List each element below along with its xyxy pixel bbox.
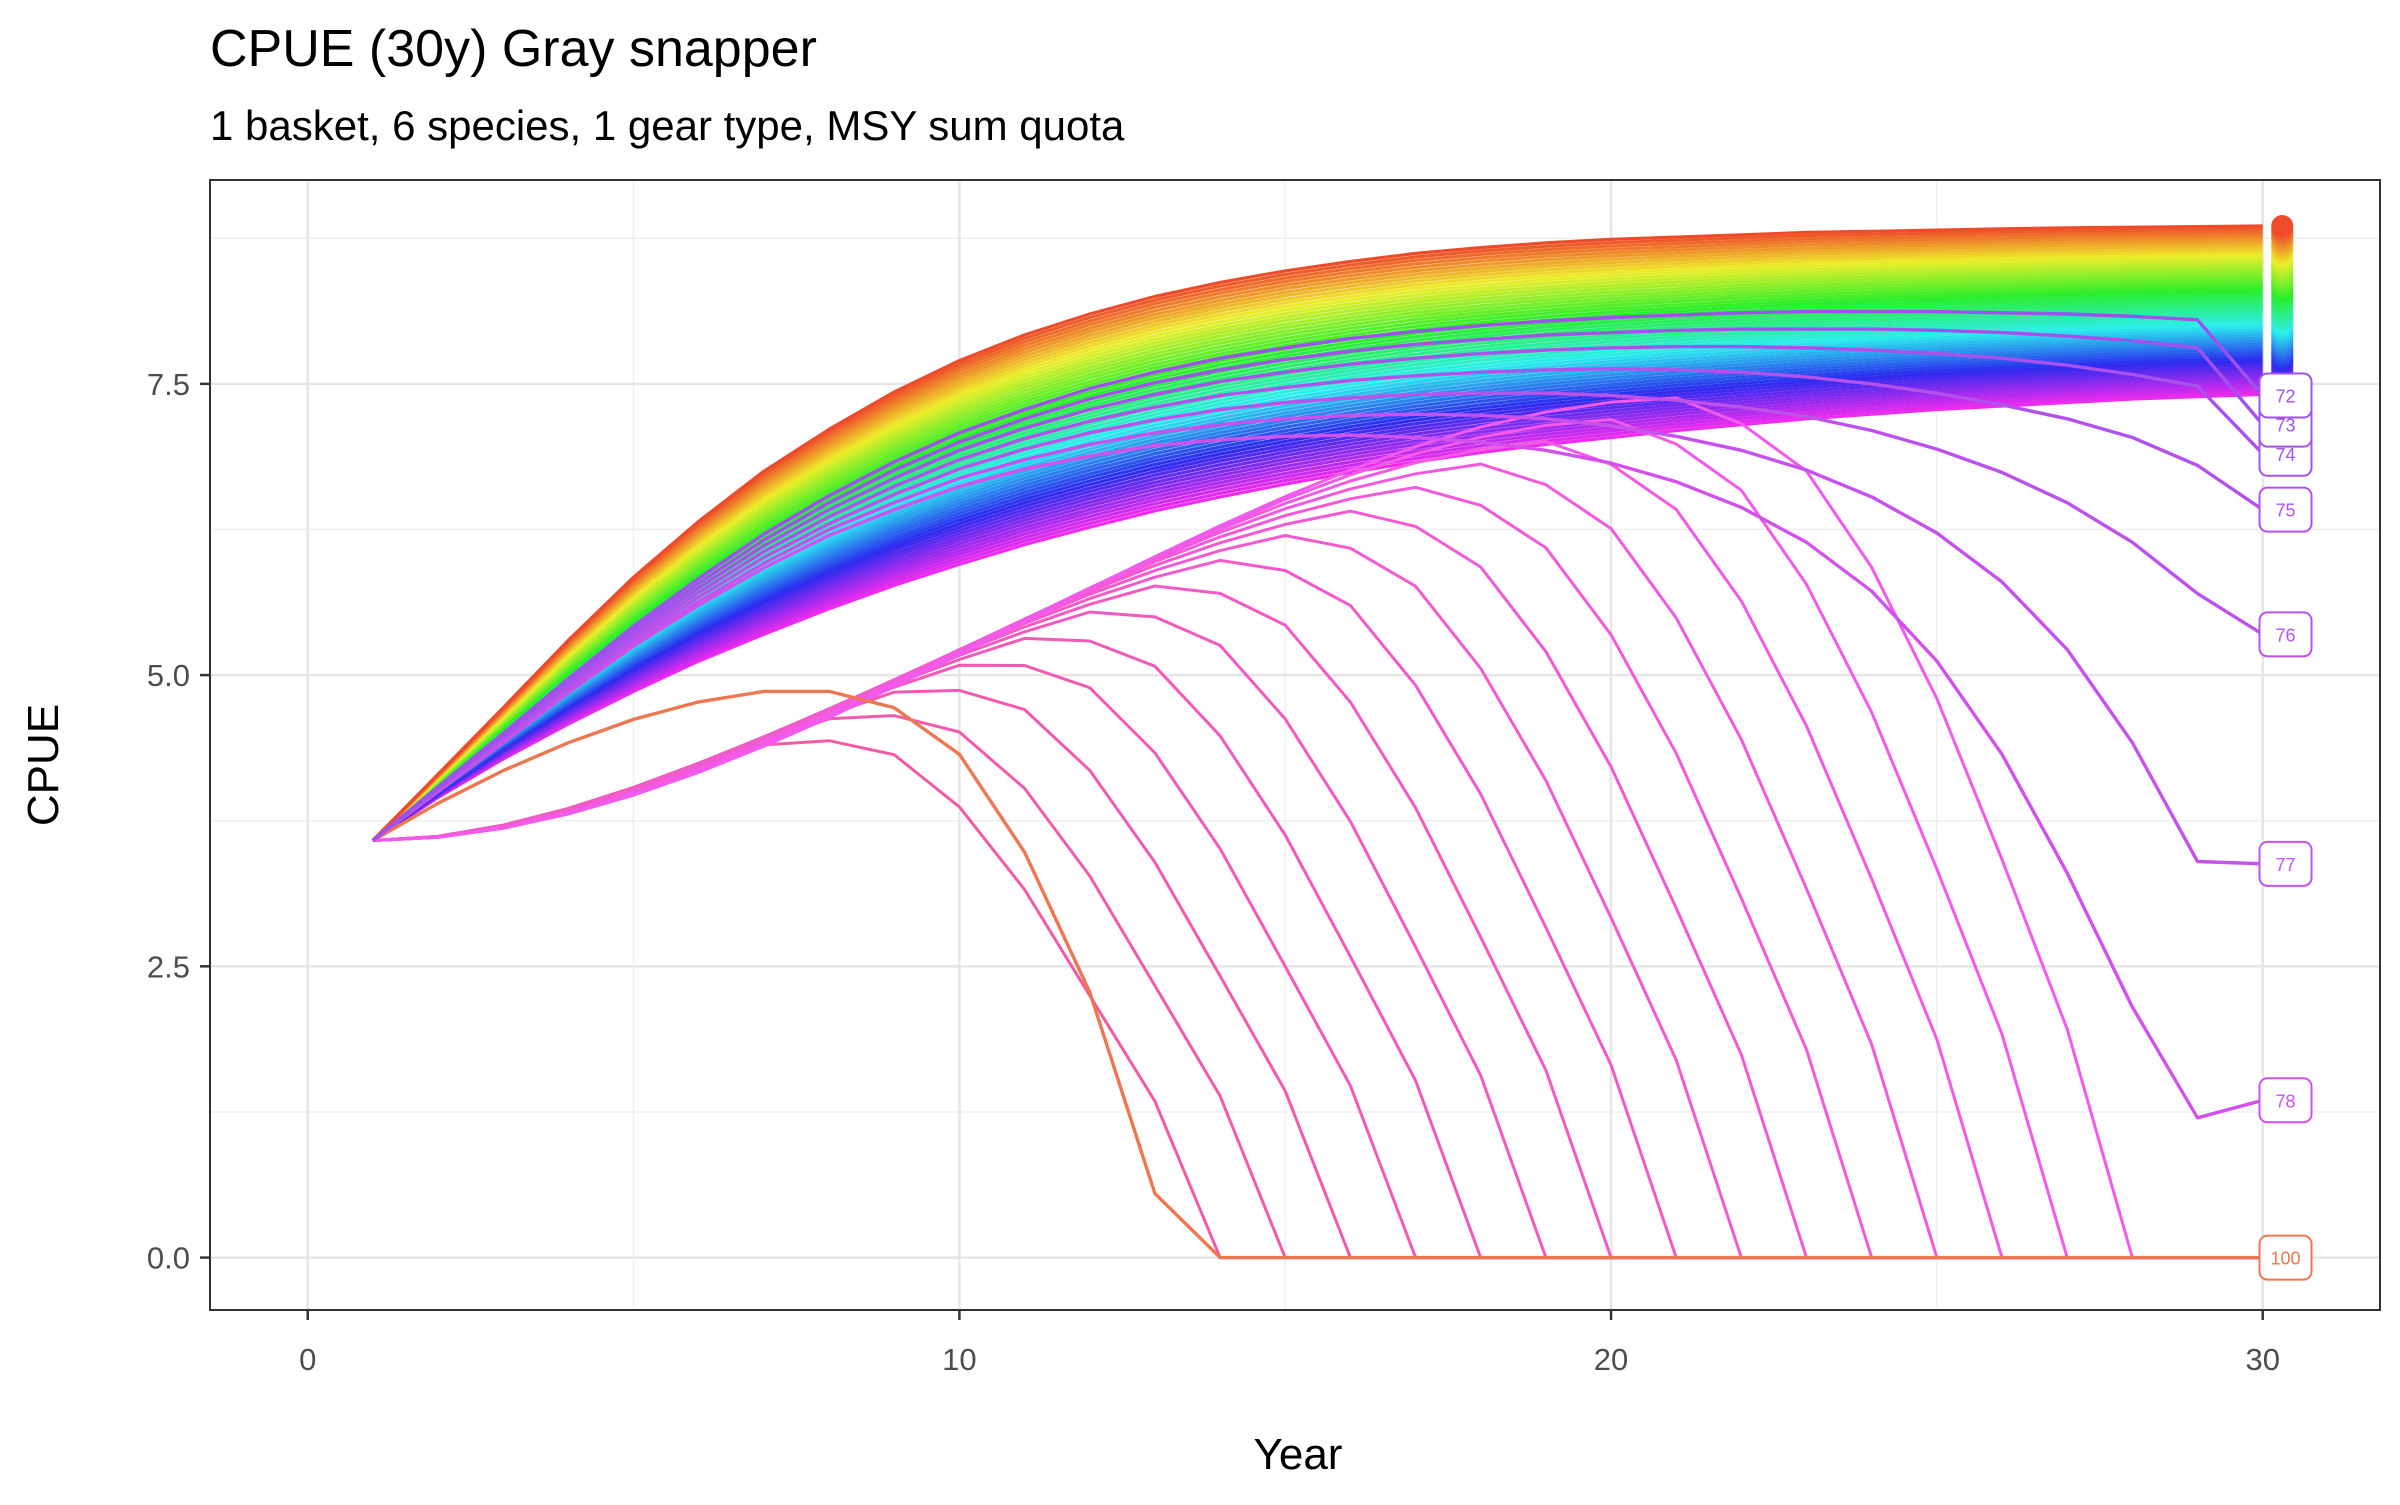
x-tick-label: 0: [299, 1342, 316, 1377]
series-line-stable: [371, 274, 2263, 842]
x-axis: 0 10 20 30: [299, 1310, 2280, 1377]
series-line-stable: [371, 277, 2263, 842]
labeled-series: [371, 309, 2264, 1260]
series-line-stable: [371, 258, 2263, 842]
plot-area: 100 78 77 76 75 74 73 72: [209, 179, 2381, 1311]
series-line-stable: [371, 283, 2263, 842]
end-label-text: 100: [2270, 1249, 2300, 1269]
end-label-text: 78: [2275, 1091, 2295, 1111]
series-line-stable: [371, 333, 2263, 842]
series-line-stable: [371, 361, 2263, 842]
end-label-box: [2258, 1077, 2313, 1124]
series-line-stable: [372, 384, 2263, 842]
end-label-box: [2258, 840, 2313, 887]
series-line-stable: [371, 370, 2263, 842]
series-line-stable: [371, 381, 2263, 842]
end-label-76: 76: [2258, 611, 2313, 658]
end-label-72: 72: [2258, 372, 2313, 419]
series-line-75: [371, 367, 2264, 842]
series-line-stable: [371, 288, 2263, 842]
series-line-stable: [371, 339, 2263, 842]
series-line-stable: [371, 336, 2263, 842]
panel-border: [209, 179, 2381, 1311]
end-label-75: 75: [2258, 486, 2313, 533]
series-line-stable: [372, 389, 2263, 842]
y-axis: 0.0 2.5 5.0 7.5: [147, 367, 210, 1276]
series-line-stable: [371, 249, 2263, 842]
series-line-74: [371, 344, 2264, 842]
end-label-text: 73: [2275, 416, 2295, 436]
series-line-stable: [371, 246, 2263, 842]
end-label-box: [2258, 486, 2313, 533]
x-tick-label: 30: [2245, 1342, 2279, 1377]
series-line-stable: [371, 238, 2263, 842]
y-tick-label: 7.5: [147, 367, 190, 402]
series-line-stable: [371, 232, 2263, 842]
series-line-stable: [371, 367, 2263, 842]
series-line-stable: [371, 227, 2263, 842]
series-line-73: [371, 327, 2264, 842]
series-line-stable: [371, 263, 2263, 842]
end-label-text: 77: [2275, 855, 2295, 875]
y-tick-label: 0.0: [147, 1241, 190, 1276]
x-axis-title: Year: [1254, 1430, 1343, 1479]
end-label-box: [2258, 1234, 2313, 1281]
y-axis-title: CPUE: [19, 704, 68, 826]
series-line-stable: [371, 260, 2263, 842]
series-line-stable: [371, 252, 2263, 842]
end-label-text: 76: [2275, 625, 2295, 645]
series-line-78: [371, 433, 2264, 1120]
series-line-stable: [371, 244, 2263, 842]
series-line-77: [371, 412, 2263, 866]
series-line-76: [371, 391, 2264, 842]
y-tick-label: 2.5: [147, 949, 190, 984]
series-line-stable: [371, 255, 2263, 842]
end-label-100: 100: [2258, 1234, 2313, 1281]
series-line-collapsing: [372, 396, 2263, 1260]
end-label-text: 75: [2275, 501, 2295, 521]
chart-title: CPUE (30y) Gray snapper: [210, 20, 817, 78]
series-line-100: [372, 689, 2263, 1260]
series-line-stable: [371, 272, 2263, 842]
series-line-stable: [371, 241, 2263, 842]
series-line-stable: [371, 230, 2263, 842]
series-end-marker: [2271, 215, 2294, 238]
series-line-stable: [371, 224, 2263, 842]
end-label-box: [2258, 372, 2313, 419]
x-tick-label: 20: [1594, 1342, 1628, 1377]
end-labels: 100 78 77 76 75 74 73 72: [2258, 372, 2313, 1281]
series-line-stable: [371, 280, 2263, 842]
x-tick-label: 10: [942, 1342, 976, 1377]
series-line-stable: [371, 350, 2263, 842]
series-line-stable: [372, 392, 2263, 842]
end-label-text: 72: [2275, 387, 2295, 407]
end-label-78: 78: [2258, 1077, 2313, 1124]
chart-subtitle: 1 basket, 6 species, 1 gear type, MSY su…: [210, 102, 1125, 149]
series-line-stable: [371, 347, 2263, 842]
series-line-stable: [371, 364, 2263, 842]
series-line-stable: [371, 328, 2263, 842]
series-line-stable: [372, 387, 2263, 842]
series-line-72: [371, 309, 2264, 842]
series-line-stable: [371, 375, 2263, 842]
series-line-stable: [371, 356, 2263, 842]
y-tick-label: 5.0: [147, 658, 190, 693]
series-line-stable: [371, 373, 2263, 842]
end-label-text: 74: [2275, 445, 2295, 465]
end-label-box: [2258, 611, 2313, 658]
end-label-77: 77: [2258, 840, 2313, 887]
series-line-stable: [371, 269, 2263, 842]
series-line-stable: [371, 353, 2263, 842]
series-line-stable: [371, 235, 2263, 842]
series-line-stable: [371, 266, 2263, 842]
